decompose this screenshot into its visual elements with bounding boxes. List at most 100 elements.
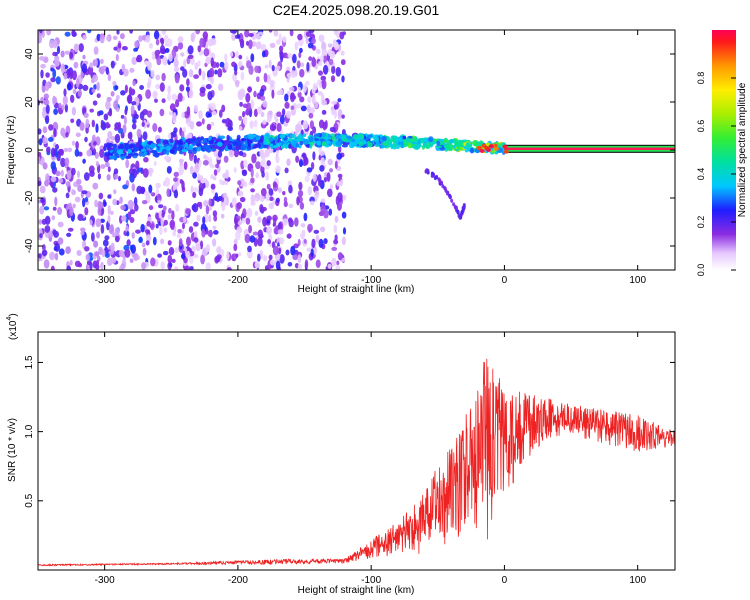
heatmap-cell [124, 248, 131, 258]
heatmap-cell [329, 183, 333, 191]
heatmap-cell [190, 57, 195, 66]
heatmap-cell [288, 184, 293, 194]
heatmap-cell [131, 232, 135, 239]
heatmap-cell [244, 30, 250, 38]
heatmap-cell [142, 109, 149, 116]
heatmap-cell [38, 138, 43, 146]
heatmap-cell [138, 35, 143, 42]
heatmap-cell [333, 104, 338, 110]
heatmap-cell [89, 108, 94, 113]
heatmap-cell [94, 151, 99, 159]
heatmap-cell [249, 235, 256, 243]
heatmap-cell [194, 62, 198, 70]
heatmap-cell [424, 169, 428, 174]
heatmap-cell [307, 96, 312, 104]
heatmap-cell [207, 113, 212, 118]
heatmap-cell [292, 53, 297, 64]
heatmap-cell [157, 143, 163, 147]
heatmap-cell [184, 265, 191, 270]
heatmap-cell [38, 253, 42, 259]
heatmap-cell [177, 41, 184, 50]
heatmap-cell [39, 185, 46, 194]
snr-ylabel: SNR (10 * v/v) [7, 418, 18, 482]
heatmap-cell [44, 225, 51, 233]
heatmap-cell [238, 126, 243, 131]
heatmap-cell [289, 30, 294, 37]
heatmap-cell [114, 85, 119, 90]
heatmap-cell [54, 252, 59, 261]
heatmap-cell [175, 203, 180, 212]
heatmap-cell [339, 31, 345, 40]
heatmap-cell [45, 104, 50, 114]
heatmap-cell [329, 126, 336, 133]
heatmap-cell [335, 66, 342, 77]
heatmap-cell [279, 254, 285, 264]
heatmap-cell [342, 227, 347, 235]
heatmap-cell [121, 46, 128, 51]
heatmap-cell [279, 50, 283, 56]
heatmap-cell [308, 112, 314, 119]
heatmap-cell [255, 172, 259, 179]
heatmap-cell [263, 140, 268, 145]
heatmap-cell [119, 143, 124, 150]
heatmap-cell [174, 73, 180, 84]
heatmap-cell [145, 229, 150, 234]
heatmap-cell [302, 138, 310, 145]
heatmap-cell [60, 127, 66, 137]
heatmap-cell [502, 144, 508, 149]
heatmap-cell [262, 119, 267, 125]
heatmap-cell [286, 233, 292, 239]
y-tick-label: 1.0 [24, 424, 35, 438]
heatmap-cell [189, 120, 195, 130]
heatmap-cell [46, 146, 51, 154]
heatmap-cell [120, 132, 125, 139]
heatmap-cell [110, 91, 115, 97]
heatmap-cell [161, 30, 167, 36]
heatmap-cell [308, 136, 314, 143]
heatmap-cell [259, 88, 265, 97]
heatmap-cell [436, 140, 441, 147]
heatmap-cell [222, 173, 228, 179]
heatmap-cell [91, 232, 95, 242]
heatmap-cell [96, 231, 100, 239]
heatmap-cell [166, 166, 172, 174]
heatmap-cell [217, 141, 223, 147]
heatmap-cell [186, 106, 191, 116]
heatmap-cell [112, 35, 118, 40]
heatmap-cell [85, 253, 91, 261]
heatmap-cell [187, 54, 194, 59]
heatmap-cell [267, 110, 273, 120]
heatmap-cell [53, 108, 58, 115]
heatmap-cell [154, 98, 158, 103]
heatmap-cell [66, 265, 71, 270]
heatmap-cell [260, 43, 267, 52]
heatmap-cell [341, 75, 345, 83]
y-tick-label: -40 [24, 238, 35, 253]
heatmap-cell [250, 167, 254, 178]
heatmap-cell [294, 138, 300, 142]
heatmap-cell [173, 171, 179, 178]
heatmap-cell [94, 58, 98, 67]
heatmap-cell [128, 86, 133, 96]
heatmap-cell [328, 58, 334, 65]
heatmap-cell [245, 217, 251, 225]
heatmap-cell [195, 139, 199, 144]
heatmap-cell [169, 103, 176, 112]
heatmap-cell [105, 121, 110, 129]
heatmap-cell [236, 202, 242, 210]
heatmap-cell [241, 217, 245, 224]
heatmap-cell [150, 257, 156, 267]
heatmap-cell [237, 190, 244, 197]
heatmap-cell [188, 69, 194, 78]
heatmap-cell [450, 198, 454, 203]
heatmap-cell [266, 160, 271, 167]
heatmap-cell [125, 213, 129, 224]
heatmap-cell [235, 50, 239, 59]
heatmap-cell [150, 192, 156, 197]
heatmap-cell [285, 249, 290, 256]
heatmap-cell [247, 245, 252, 253]
heatmap-cell [192, 187, 199, 193]
y-tick-label: 0.5 [24, 493, 35, 507]
heatmap-cell [144, 191, 150, 196]
heatmap-cell [185, 250, 191, 259]
